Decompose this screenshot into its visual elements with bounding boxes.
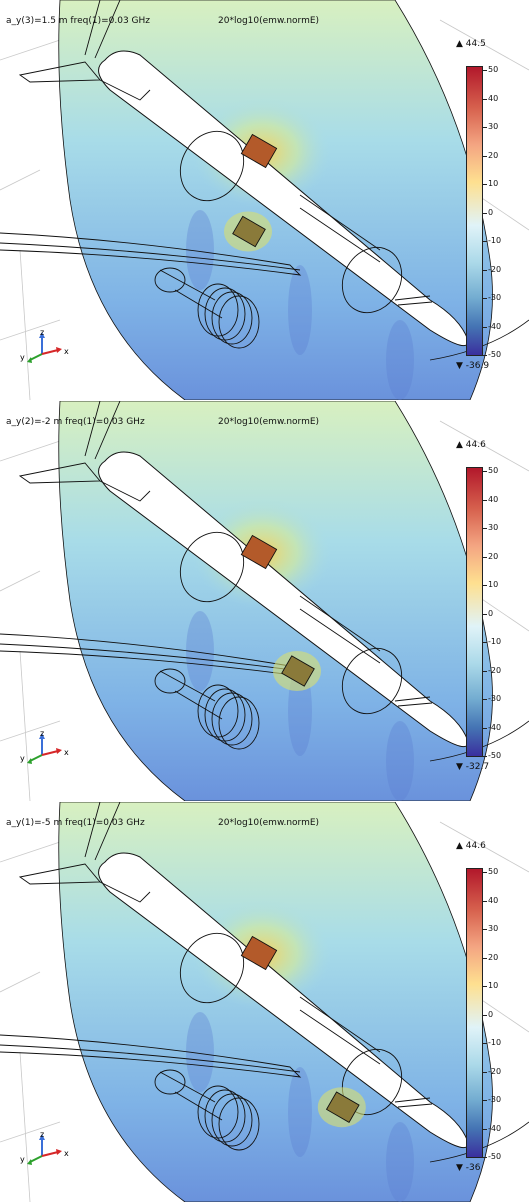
expression-label: 20*log10(emw.normE) bbox=[218, 16, 320, 26]
expression-label: 20*log10(emw.normE) bbox=[218, 417, 320, 427]
simulation-panel: a_y(1)=-5 m freq(1)=0.03 GHz 20*log10(emw… bbox=[0, 802, 529, 1202]
colorbar-tick-label: -10 bbox=[488, 637, 502, 646]
colorbar-tick-label: 40 bbox=[488, 895, 499, 905]
colorbar-tick-label: 30 bbox=[488, 924, 499, 933]
antenna-top bbox=[240, 935, 278, 971]
axis-label-x: x bbox=[64, 748, 69, 757]
field-plot bbox=[0, 802, 529, 1202]
parameter-label: a_y(3)=1.5 m freq(1)=0.03 GHz bbox=[6, 16, 151, 26]
axis-triad: z y x bbox=[20, 330, 69, 363]
colorbar-tick-label: 20 bbox=[488, 952, 499, 962]
colorbar bbox=[466, 467, 483, 757]
colorbar-tick-label: -30 bbox=[488, 1095, 502, 1104]
colorbar-tick-label: 0 bbox=[488, 1009, 494, 1019]
axis-label-x: x bbox=[64, 347, 69, 356]
max-value-label: ▲ 44.6 bbox=[456, 440, 486, 450]
max-value-label: ▲ 44.5 bbox=[456, 39, 486, 49]
colorbar-tick-label: 10 bbox=[488, 981, 499, 990]
colorbar-tick-label: 30 bbox=[488, 122, 499, 131]
min-value-label: ▼ -36.9 bbox=[456, 361, 490, 371]
axis-label-y: y bbox=[20, 353, 25, 362]
simulation-panel: a_y(2)=-2 m freq(1)=0.03 GHz 20*log10(emw… bbox=[0, 401, 529, 801]
axis-label-y: y bbox=[20, 754, 25, 763]
field-plot bbox=[0, 0, 529, 400]
parameter-label: a_y(2)=-2 m freq(1)=0.03 GHz bbox=[6, 417, 145, 427]
axis-label-z: z bbox=[40, 1132, 44, 1139]
colorbar-tick-label: -50 bbox=[488, 1152, 502, 1161]
colorbar bbox=[466, 868, 483, 1158]
colorbar-tick-label: 20 bbox=[488, 150, 499, 160]
axis-label-z: z bbox=[40, 330, 44, 337]
colorbar-tick-label: -10 bbox=[488, 1038, 502, 1047]
colorbar bbox=[466, 66, 483, 356]
simulation-panel: a_y(3)=1.5 m freq(1)=0.03 GHz 20*log10(em… bbox=[0, 0, 529, 400]
antenna-top bbox=[240, 534, 278, 570]
colorbar-tick-label: -20 bbox=[488, 264, 502, 274]
field-plot bbox=[0, 401, 529, 801]
colorbar-tick-label: 0 bbox=[488, 608, 494, 618]
min-value-label: ▼ -36 bbox=[456, 1163, 481, 1173]
colorbar-tick-label: 0 bbox=[488, 207, 494, 217]
colorbar-tick-label: -30 bbox=[488, 293, 502, 302]
colorbar-tick-label: -20 bbox=[488, 665, 502, 675]
expression-label: 20*log10(emw.normE) bbox=[218, 818, 320, 828]
colorbar-tick-label: -40 bbox=[488, 1123, 502, 1133]
antenna-bottom bbox=[232, 215, 266, 248]
antenna-bottom bbox=[325, 1091, 360, 1123]
colorbar-tick-label: 40 bbox=[488, 494, 499, 504]
axis-triad: z y x bbox=[20, 731, 69, 764]
antenna-top bbox=[240, 133, 278, 169]
colorbar-tick-label: -30 bbox=[488, 694, 502, 703]
colorbar-tick-label: -20 bbox=[488, 1066, 502, 1076]
colorbar-tick-label: 10 bbox=[488, 580, 499, 589]
colorbar-tick-label: 30 bbox=[488, 523, 499, 532]
colorbar-tick-label: 50 bbox=[488, 867, 499, 876]
colorbar-tick-label: 20 bbox=[488, 551, 499, 561]
max-value-label: ▲ 44.6 bbox=[456, 841, 486, 851]
antenna-bottom bbox=[281, 655, 315, 687]
colorbar-tick-label: 10 bbox=[488, 179, 499, 188]
parameter-label: a_y(1)=-5 m freq(1)=0.03 GHz bbox=[6, 818, 145, 828]
colorbar-tick-label: -50 bbox=[488, 350, 502, 359]
colorbar-tick-label: -40 bbox=[488, 722, 502, 732]
axis-triad: z y x bbox=[20, 1132, 69, 1165]
colorbar-tick-label: 40 bbox=[488, 93, 499, 103]
axis-label-y: y bbox=[20, 1155, 25, 1164]
min-value-label: ▼ -32.7 bbox=[456, 762, 490, 772]
colorbar-tick-label: -10 bbox=[488, 236, 502, 245]
axis-label-z: z bbox=[40, 731, 44, 738]
colorbar-tick-label: -50 bbox=[488, 751, 502, 760]
colorbar-tick-label: 50 bbox=[488, 466, 499, 475]
colorbar-tick-label: -40 bbox=[488, 321, 502, 331]
axis-label-x: x bbox=[64, 1149, 69, 1158]
colorbar-tick-label: 50 bbox=[488, 65, 499, 74]
